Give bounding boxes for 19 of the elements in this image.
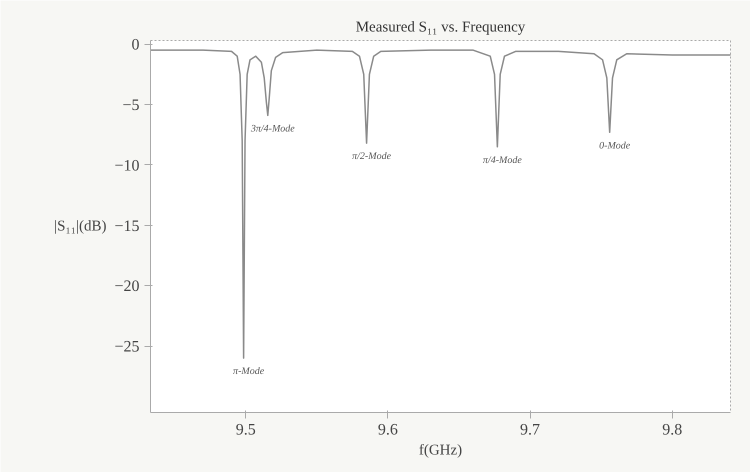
line-series xyxy=(150,49,730,359)
y-tick-label: −10 xyxy=(114,157,140,174)
x-tick-label: 9.5 xyxy=(236,422,256,438)
x-axis-title: f(GHz) xyxy=(418,442,462,458)
y-axis-title: |S₁₁|(dB) xyxy=(54,218,106,234)
y-tick-label: −20 xyxy=(114,278,140,296)
annotation: π/2-Mode xyxy=(352,151,392,162)
annotation: 3π/4-Mode xyxy=(250,123,296,134)
annotation: π-Mode xyxy=(233,366,265,378)
y-tick-label: −25 xyxy=(114,338,140,356)
y-tick-label: −15 xyxy=(114,218,140,235)
x-tick-label: 9.8 xyxy=(662,422,682,438)
annotation: 0-Mode xyxy=(599,140,631,152)
annotation: π/4-Mode xyxy=(482,154,522,166)
y-tick-label: 0 xyxy=(132,36,140,54)
x-tick-label: 9.6 xyxy=(378,422,398,438)
y-tick-label: −5 xyxy=(122,97,140,114)
x-tick-label: 9.7 xyxy=(520,422,540,438)
chart-title: Measured S₁₁ vs. Frequency xyxy=(356,20,526,36)
